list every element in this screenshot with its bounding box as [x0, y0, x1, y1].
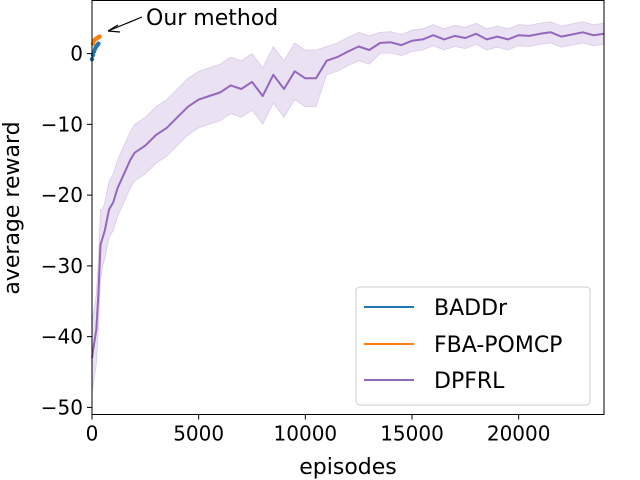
y-axis-ticks: 0 −10 −20 −30 −40 −50	[41, 42, 92, 419]
annotation-arrow-line	[107, 16, 143, 32]
x-tick-label: 10000	[274, 422, 338, 446]
series-markers	[89, 34, 102, 62]
point-fba-pomcp	[97, 34, 102, 39]
x-axis-label: episodes	[299, 455, 397, 480]
legend-label-baddr: BADDr	[434, 296, 508, 321]
y-tick-label: −20	[41, 183, 83, 207]
legend-label-fba-pomcp: FBA-POMCP	[434, 333, 562, 358]
annotation-arrow-head	[107, 24, 121, 33]
x-tick-label: 15000	[380, 422, 444, 446]
x-tick-label: 0	[86, 422, 99, 446]
y-tick-label: −40	[41, 325, 83, 349]
y-tick-label: −50	[41, 395, 83, 419]
x-axis-ticks: 0 5000 10000 15000 20000	[86, 414, 551, 446]
x-tick-label: 20000	[487, 422, 551, 446]
y-tick-label: −10	[41, 112, 83, 136]
legend-box	[355, 286, 591, 406]
legend: BADDr FBA-POMCP DPFRL	[355, 286, 591, 406]
x-tick-label: 5000	[173, 422, 224, 446]
y-axis-label: average reward	[0, 121, 25, 294]
plot-frame	[91, 0, 605, 415]
y-tick-label: 0	[70, 42, 83, 66]
line-dpfrl	[91, 31, 605, 359]
legend-label-dpfrl: DPFRL	[434, 369, 505, 394]
annotation-label: Our method	[146, 6, 278, 31]
y-tick-label: −30	[41, 254, 83, 278]
point-baddr	[96, 41, 101, 46]
